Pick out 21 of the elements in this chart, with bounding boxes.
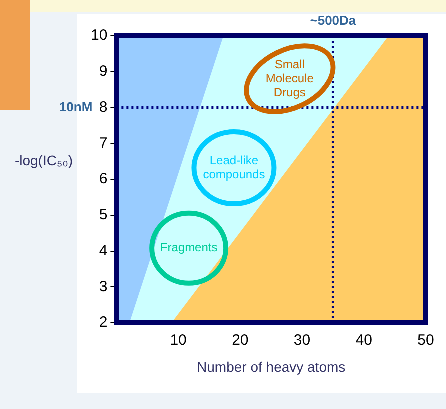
y-axis-title: -log(IC₅₀) — [14, 152, 74, 168]
x-tick-label: 10 — [170, 332, 187, 350]
x-axis-title: Number of heavy atoms — [197, 358, 346, 375]
y-tick-label: 5 — [99, 206, 108, 224]
y-tick-label: 7 — [99, 134, 108, 152]
x-tick-label: 20 — [232, 332, 249, 350]
x-tick-label: 50 — [418, 332, 434, 350]
y-tick-label: 8 — [99, 98, 108, 116]
y-tick-label: 9 — [99, 63, 108, 80]
y-tick-label: 6 — [99, 170, 108, 188]
ref-line-label: ~500Da — [310, 13, 357, 28]
y-tick-label: 2 — [99, 314, 108, 332]
annotation: Small Molecule Drugs — [266, 57, 314, 100]
y-tick-label: 10 — [90, 27, 108, 44]
x-tick-label: 30 — [294, 332, 311, 350]
annotation: Lead-like compounds — [203, 153, 266, 182]
ref-line-label: 10nM — [59, 99, 93, 114]
y-tick-label: 3 — [99, 278, 108, 296]
annotation: Fragments — [160, 240, 218, 255]
y-tick-label: 4 — [99, 242, 108, 260]
x-tick-label: 40 — [356, 332, 372, 350]
